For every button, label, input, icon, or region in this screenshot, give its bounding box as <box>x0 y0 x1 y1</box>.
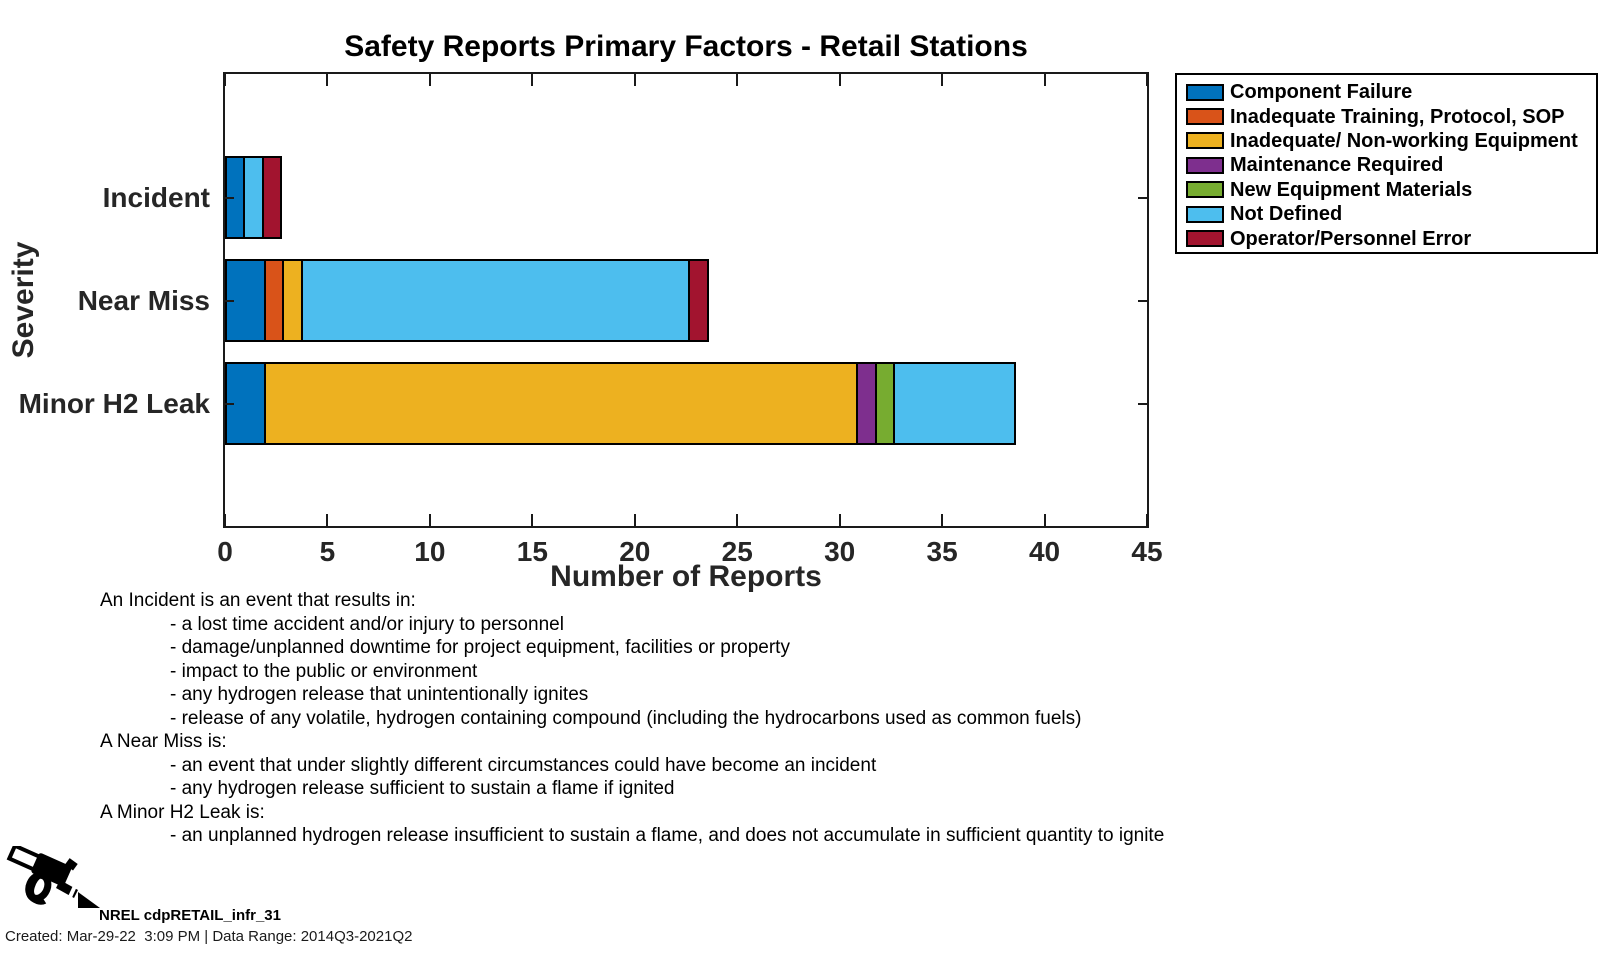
chart-legend: Component Failure Inadequate Training, Pr… <box>1175 73 1598 254</box>
x-tick-mark <box>633 74 636 86</box>
footnote-line: - any hydrogen release that unintentiona… <box>170 684 589 705</box>
footnote-line: A Minor H2 Leak is: <box>100 801 265 823</box>
x-tick-label: 0 <box>217 536 233 567</box>
x-tick-label: 35 <box>926 536 958 567</box>
x-tick-mark <box>224 74 226 86</box>
x-tick-mark <box>838 74 841 86</box>
category-label: Near Miss <box>77 284 210 316</box>
legend-entry-label: Maintenance Required <box>1230 154 1444 177</box>
footnote-line: - an unplanned hydrogen release insuffic… <box>170 825 1165 846</box>
x-tick-mark <box>838 514 841 526</box>
bar-segment <box>688 259 709 342</box>
x-tick-mark <box>736 514 739 526</box>
plot-area <box>223 72 1149 528</box>
bar-segment <box>261 156 283 239</box>
x-tick-mark <box>428 74 431 86</box>
footnote-line: - any hydrogen release sufficient to sus… <box>170 778 675 799</box>
legend-entry-label: Inadequate Training, Protocol, SOP <box>1230 105 1565 128</box>
legend-entry: Component Failure <box>1186 80 1596 104</box>
legend-entry: New Equipment Materials <box>1186 178 1596 202</box>
bar-segment <box>282 259 303 342</box>
x-tick-mark <box>224 514 226 526</box>
x-tick-mark <box>326 74 329 86</box>
footnote-line: - damage/unplanned downtime for project … <box>170 637 790 658</box>
x-tick-mark <box>941 74 944 86</box>
bar-row-minor-h2-leak <box>225 362 1017 445</box>
bar-segment <box>300 259 691 342</box>
legend-entry: Inadequate/ Non-working Equipment <box>1186 129 1596 153</box>
x-tick-mark <box>736 74 739 86</box>
x-tick-label: 10 <box>414 536 446 567</box>
bar-segment <box>856 362 877 445</box>
legend-swatch <box>1186 83 1224 101</box>
x-tick-label: 20 <box>619 536 651 567</box>
x-tick-mark <box>326 514 329 526</box>
x-tick-label: 5 <box>319 536 336 567</box>
x-tick-mark <box>1043 514 1046 526</box>
x-tick-mark <box>633 514 636 526</box>
y-tick-mark <box>1138 196 1147 199</box>
x-tick-mark <box>941 514 944 526</box>
legend-entry: Operator/Personnel Error <box>1186 226 1596 250</box>
y-tick-mark <box>225 196 234 199</box>
footnote-line: - an event that under slightly different… <box>170 754 877 776</box>
footnote-line: An Incident is an event that results in: <box>100 590 416 611</box>
footnote-line: A Near Miss is: <box>100 731 227 752</box>
legend-entry-label: Operator/Personnel Error <box>1230 227 1472 250</box>
x-tick-mark <box>428 514 431 526</box>
bar-row-near-miss <box>225 259 709 342</box>
bar-segment <box>263 259 285 342</box>
bar-segment <box>893 362 1017 445</box>
bar-segment <box>874 362 896 445</box>
bar-row-incident <box>225 156 283 239</box>
fuel-nozzle-icon <box>6 846 100 908</box>
x-tick-label: 25 <box>721 536 753 567</box>
legend-entry: Maintenance Required <box>1186 153 1596 177</box>
created-timestamp: Created: Mar-29-22 3:09 PM | Data Range:… <box>5 928 413 945</box>
legend-entry: Not Defined <box>1186 202 1596 226</box>
category-label: Incident <box>102 181 210 213</box>
legend-entry-label: Inadequate/ Non-working Equipment <box>1230 129 1578 152</box>
x-tick-label: 15 <box>516 536 548 567</box>
legend-swatch <box>1186 108 1224 126</box>
legend-swatch <box>1186 230 1224 248</box>
x-tick-mark <box>1146 514 1148 526</box>
bar-segment <box>243 156 264 239</box>
y-tick-mark <box>225 299 234 302</box>
x-axis-label: Number of Reports <box>550 560 822 593</box>
x-tick-mark <box>531 514 534 526</box>
y-tick-mark <box>1138 402 1147 405</box>
footnote-line: - a lost time accident and/or injury to … <box>170 613 564 635</box>
legend-swatch <box>1186 181 1224 199</box>
legend-entry-label: Component Failure <box>1230 81 1413 104</box>
legend-entry-label: Not Defined <box>1230 203 1343 226</box>
category-label: Minor H2 Leak <box>18 387 210 419</box>
x-tick-label: 45 <box>1131 536 1163 567</box>
x-tick-mark <box>1043 74 1046 86</box>
legend-swatch <box>1186 156 1224 174</box>
legend-swatch <box>1186 205 1224 223</box>
chart-title: Safety Reports Primary Factors - Retail … <box>344 30 1028 63</box>
x-tick-label: 40 <box>1028 536 1061 567</box>
bar-segment <box>263 362 859 445</box>
legend-swatch <box>1186 132 1224 150</box>
x-tick-mark <box>531 74 534 86</box>
footnote-line: - release of any volatile, hydrogen cont… <box>170 707 1082 729</box>
footnote-line: - impact to the public or environment <box>170 660 478 682</box>
brand-label: NREL cdpRETAIL_infr_31 <box>99 907 281 924</box>
legend-entry-label: New Equipment Materials <box>1230 178 1473 201</box>
y-tick-mark <box>1138 299 1147 302</box>
legend-entry: Inadequate Training, Protocol, SOP <box>1186 104 1596 128</box>
y-tick-mark <box>225 402 234 405</box>
x-tick-label: 30 <box>824 536 856 567</box>
x-tick-mark <box>1146 74 1148 86</box>
definition-footnotes: An Incident is an event that results in:… <box>100 589 1200 848</box>
